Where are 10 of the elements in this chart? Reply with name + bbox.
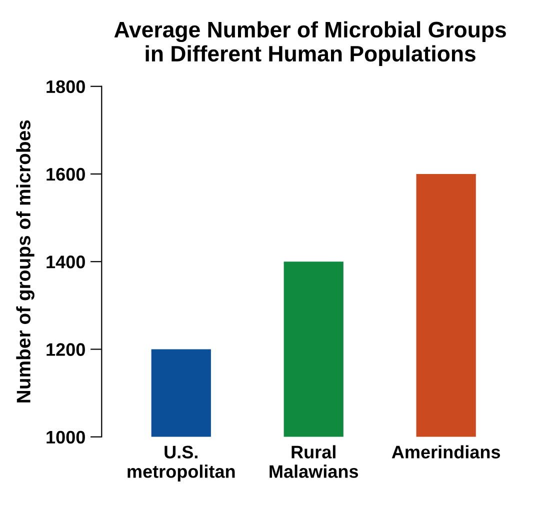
y-tick-label: 1000 — [46, 430, 85, 444]
chart-title: Average Number of Microbial Groups in Different Human Populations — [114, 21, 506, 66]
y-tick-label: 1400 — [46, 256, 85, 268]
y-tick-label: 1600 — [46, 168, 85, 181]
x-tick-label: U.S. metropolitan — [128, 446, 235, 482]
x-tick-label: Amerindians — [392, 445, 500, 458]
y-tick-label: 1200 — [46, 343, 85, 356]
y-tick-label: 1800 — [46, 80, 85, 94]
y-axis-title: Number of groups of microbes — [16, 120, 34, 402]
x-tick-label: Rural Malawians — [270, 445, 358, 478]
